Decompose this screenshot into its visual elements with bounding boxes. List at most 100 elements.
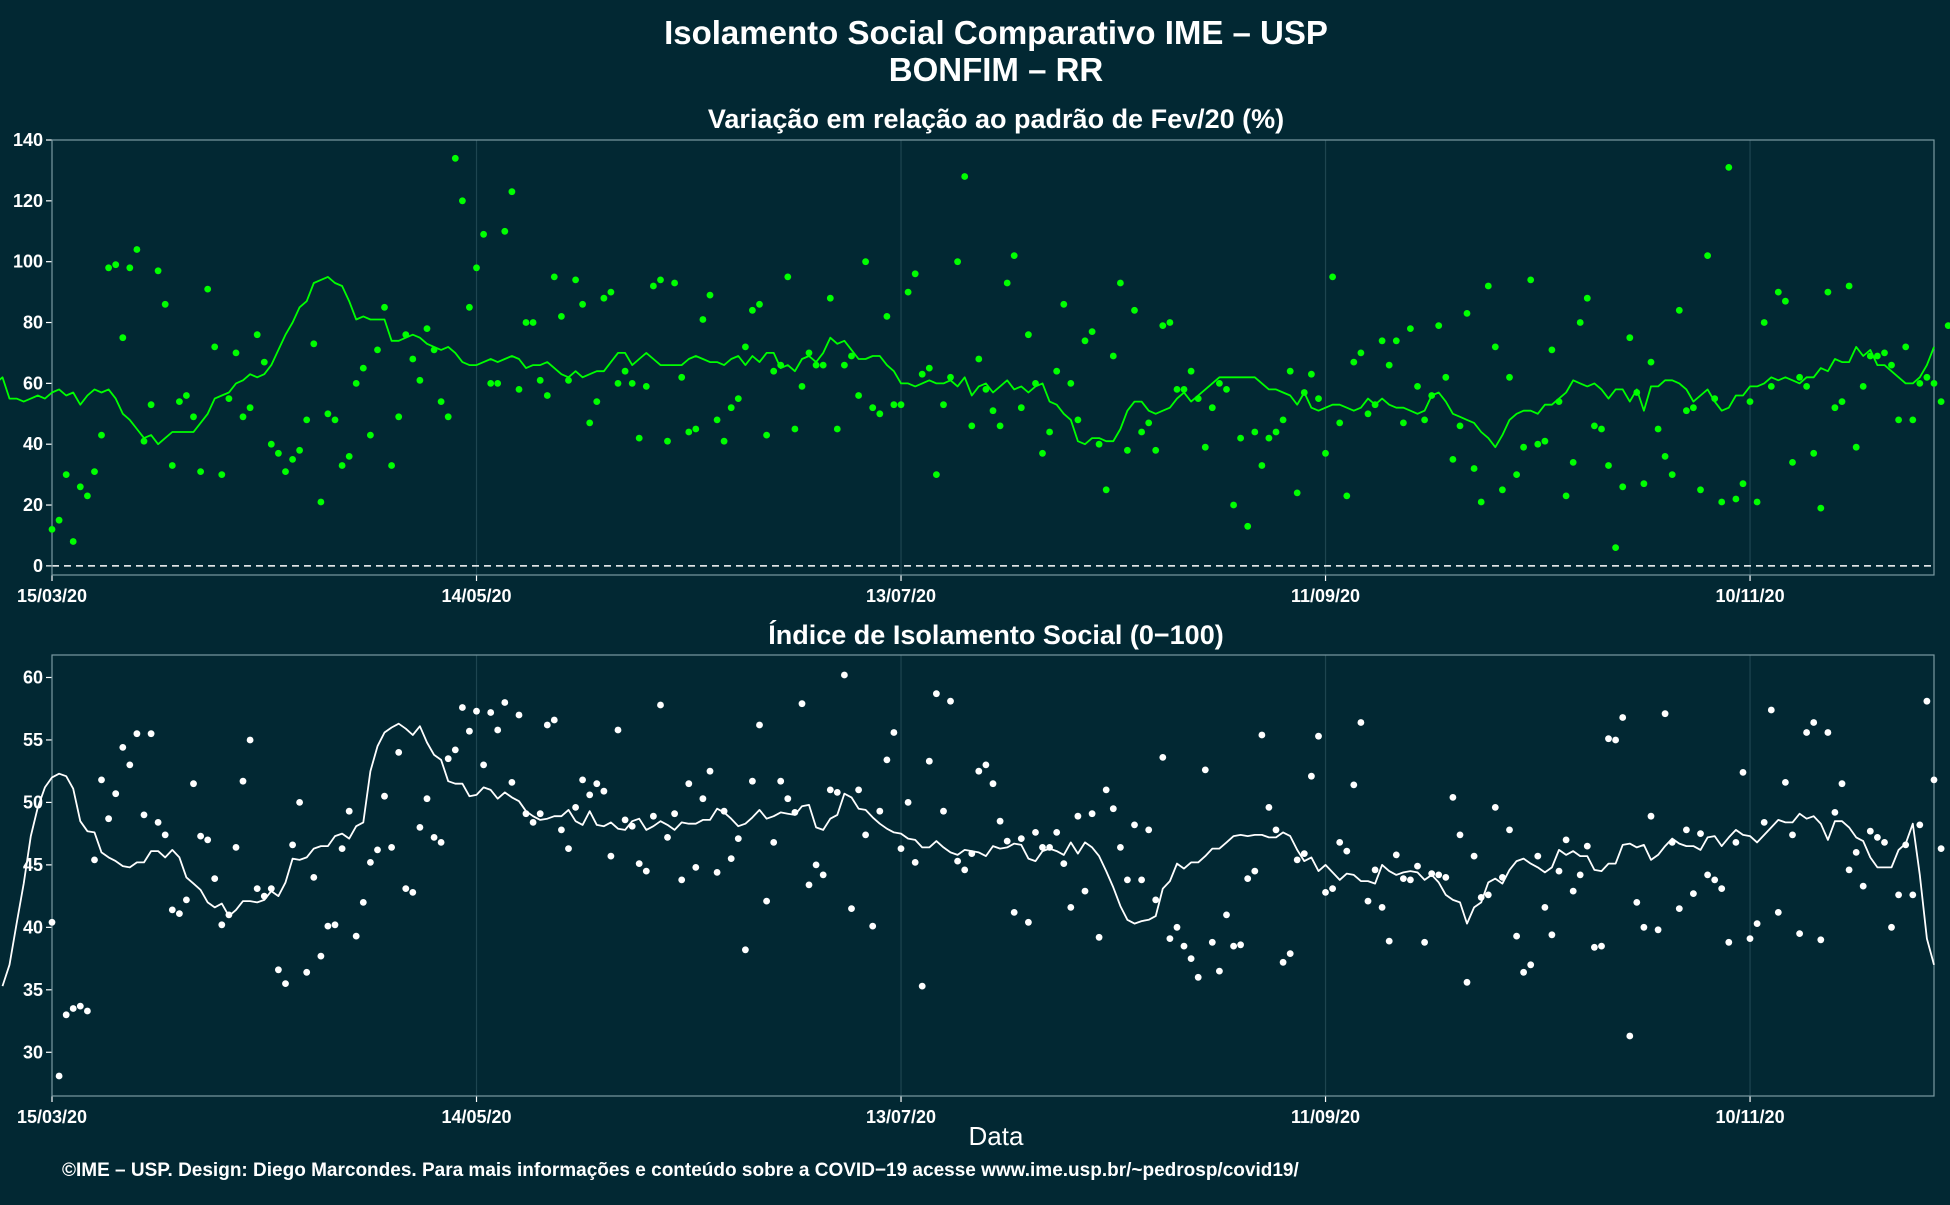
top-data-point (890, 401, 898, 409)
top-data-point (1279, 416, 1287, 424)
bottom-data-point (699, 795, 707, 803)
bottom-data-point (1838, 780, 1846, 788)
top-data-point (1640, 480, 1648, 488)
bottom-data-point (204, 836, 212, 844)
top-data-point (253, 331, 261, 339)
top-data-point (1180, 386, 1188, 393)
bottom-data-point (805, 881, 813, 889)
bottom-data-point (650, 812, 657, 820)
top-data-point (522, 319, 530, 326)
top-data-point (501, 227, 509, 235)
bottom-data-point (183, 896, 190, 904)
top-data-point (572, 276, 579, 284)
bottom-data-point (282, 980, 289, 987)
top-data-point (91, 468, 98, 475)
top-x-tick-label: 15/03/20 (17, 586, 87, 606)
bottom-data-point (1237, 941, 1244, 949)
top-x-tick-label: 10/11/20 (1716, 586, 1785, 606)
bottom-x-tick-label: 14/05/20 (441, 1107, 511, 1127)
top-data-point (1704, 252, 1711, 259)
top-y-tick-label: 120 (13, 191, 43, 211)
bottom-panel-title: Índice de Isolamento Social (0−100) (768, 619, 1223, 650)
top-data-point (112, 261, 120, 269)
footer-caption: ©IME – USP. Design: Diego Marcondes. Par… (62, 1160, 1299, 1181)
bottom-data-point (1187, 955, 1195, 962)
top-data-point (1173, 386, 1181, 393)
bottom-data-point (1414, 862, 1421, 870)
top-data-point (855, 392, 862, 399)
top-data-point (1244, 522, 1252, 530)
top-data-point (642, 383, 650, 390)
bottom-data-point (1308, 772, 1315, 780)
top-data-point (685, 428, 693, 436)
top-data-point (579, 300, 586, 308)
top-data-point (933, 471, 940, 478)
top-data-point (1258, 462, 1266, 469)
top-data-point (1661, 453, 1669, 460)
top-data-point (317, 498, 325, 506)
bottom-data-point (1683, 826, 1690, 834)
top-data-point (1831, 404, 1839, 412)
bottom-data-point (1746, 935, 1754, 942)
top-data-point (975, 355, 983, 363)
top-panel: 15/03/20 14/05/20 13/07/20 11/09/20 10/11/20… (0, 130, 1950, 606)
top-data-point (791, 425, 799, 433)
top-data-point (1286, 367, 1294, 375)
top-data-point (246, 404, 254, 412)
top-data-point (1484, 282, 1492, 290)
figure-title-line1: Isolamento Social Comparativo IME – USP (664, 14, 1328, 51)
bottom-data-point (1095, 933, 1103, 941)
top-data-point (190, 413, 197, 421)
top-data-point (1513, 471, 1520, 478)
top-data-point (954, 258, 961, 266)
top-data-point (1442, 373, 1450, 381)
top-data-point (536, 376, 544, 384)
top-daily-points (48, 154, 1950, 551)
top-data-point (1718, 498, 1726, 506)
bottom-data-point (232, 844, 240, 851)
bottom-data-point (1760, 819, 1768, 826)
top-data-point (1753, 498, 1761, 506)
bottom-data-point (1336, 839, 1344, 846)
bottom-data-point (324, 922, 332, 930)
top-data-point (529, 319, 537, 326)
top-data-point (62, 471, 70, 478)
bottom-data-point (1421, 938, 1428, 946)
bottom-data-point (904, 799, 912, 806)
bottom-panel-x-axis-label: Data (969, 1121, 1024, 1151)
top-data-point (1491, 343, 1499, 351)
top-data-point (1782, 297, 1789, 305)
bottom-data-point (1513, 932, 1520, 940)
top-data-point (423, 325, 431, 332)
top-data-point (1534, 440, 1542, 448)
top-data-point (1767, 383, 1775, 390)
bottom-data-point (862, 831, 869, 839)
top-panel-border (51, 139, 1935, 576)
bottom-data-point (600, 787, 608, 795)
bottom-data-point (1244, 875, 1252, 882)
top-data-point (1859, 383, 1867, 390)
bottom-data-point (1845, 866, 1853, 874)
top-data-point (1477, 498, 1485, 506)
bottom-data-point (1548, 931, 1556, 939)
top-data-point (1838, 398, 1846, 405)
top-data-point (1272, 428, 1280, 436)
bottom-data-point (536, 810, 544, 818)
bottom-data-point (1060, 860, 1068, 867)
bottom-data-point (1435, 871, 1443, 879)
bottom-data-point (133, 730, 141, 738)
top-data-point (558, 313, 565, 320)
top-data-point (282, 468, 289, 475)
top-data-point (338, 462, 346, 469)
top-data-point (140, 437, 148, 445)
bottom-data-point (69, 1005, 77, 1012)
bottom-data-point (1859, 882, 1867, 890)
top-data-point (763, 431, 770, 439)
top-data-point (1916, 380, 1924, 387)
bottom-data-point (345, 807, 353, 815)
top-data-point (982, 386, 990, 393)
top-y-tick-label: 20 (23, 495, 43, 515)
top-data-point (770, 367, 778, 375)
top-data-point (168, 462, 176, 469)
